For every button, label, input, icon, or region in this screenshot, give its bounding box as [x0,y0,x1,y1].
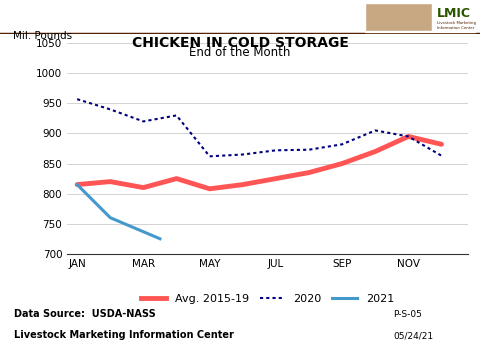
Text: 05/24/21: 05/24/21 [394,331,434,340]
FancyBboxPatch shape [365,2,475,32]
FancyBboxPatch shape [365,3,432,31]
Text: Livestock Marketing
Information Center: Livestock Marketing Information Center [437,21,476,30]
Text: End of the Month: End of the Month [189,46,291,59]
Text: Livestock Marketing Information Center: Livestock Marketing Information Center [14,330,234,340]
Text: CHICKEN IN COLD STORAGE: CHICKEN IN COLD STORAGE [132,36,348,50]
Text: Data Source:  USDA-NASS: Data Source: USDA-NASS [14,309,156,319]
Text: P-S-05: P-S-05 [394,310,422,319]
Text: Mil. Pounds: Mil. Pounds [13,31,72,41]
Legend: Avg. 2015-19, 2020, 2021: Avg. 2015-19, 2020, 2021 [137,289,398,308]
Text: LMIC: LMIC [437,7,471,20]
